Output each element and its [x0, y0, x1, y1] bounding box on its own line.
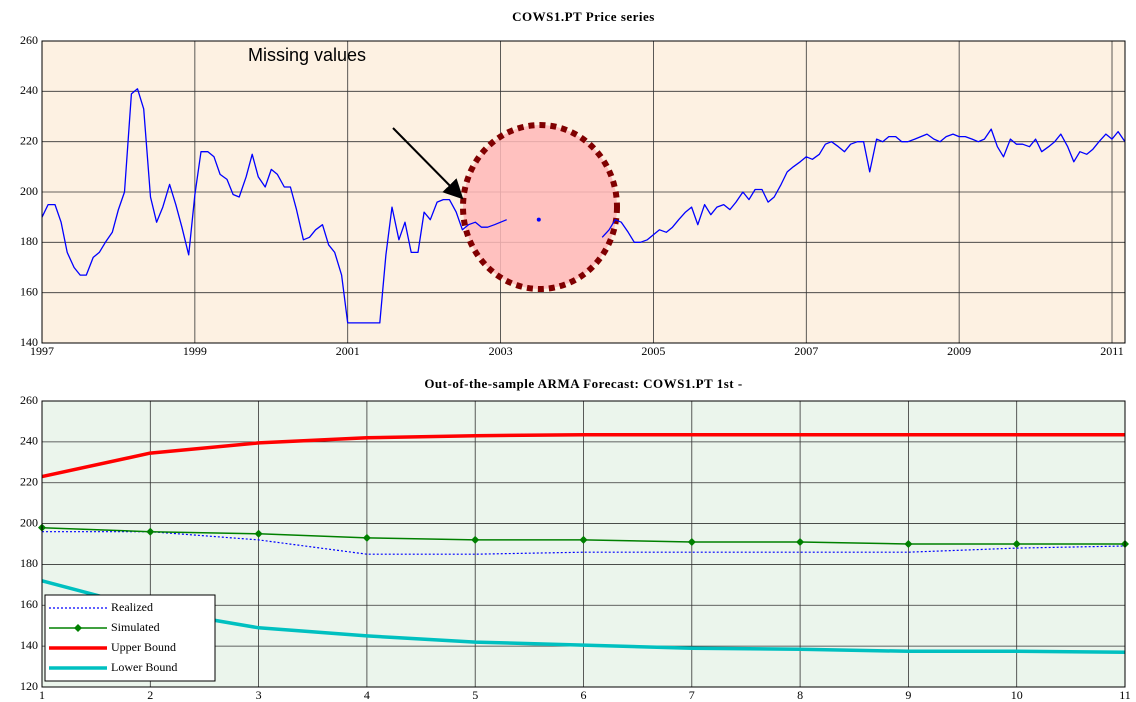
- y-tick-label: 120: [20, 679, 38, 693]
- series-marker: [254, 529, 263, 538]
- series-line: [41, 88, 507, 324]
- y-tick-label: 160: [20, 284, 38, 298]
- y-tick-label: 140: [20, 335, 38, 349]
- chart-title: Out-of-the-sample ARMA Forecast: COWS1.P…: [424, 376, 742, 391]
- x-tick-label: 2003: [489, 344, 513, 358]
- y-tick-label: 180: [20, 556, 38, 570]
- series-marker: [904, 540, 913, 548]
- x-tick-label: 6: [581, 688, 587, 702]
- series-line: [42, 531, 1126, 555]
- series-line: [601, 128, 1126, 243]
- y-tick-label: 240: [20, 83, 38, 97]
- x-tick-label: 9: [905, 688, 911, 702]
- x-tick-label: 3: [256, 688, 262, 702]
- plot-frame: [41, 40, 1126, 344]
- plot-frame: [41, 400, 1126, 688]
- x-tick-label: 1999: [183, 344, 207, 358]
- x-tick-label: 10: [1011, 688, 1023, 702]
- series-marker: [1012, 540, 1021, 548]
- y-tick-label: 260: [20, 33, 38, 47]
- x-tick-label: 4: [364, 688, 370, 702]
- y-tick-label: 140: [20, 638, 38, 652]
- legend-label: Simulated: [111, 620, 160, 634]
- series-marker: [471, 535, 480, 544]
- x-tick-label: 11: [1119, 688, 1131, 702]
- data-point: [536, 217, 541, 222]
- series-line: [41, 579, 1126, 655]
- x-tick-label: 2001: [336, 344, 360, 358]
- series-marker: [579, 535, 588, 544]
- series-marker: [796, 537, 805, 546]
- series-marker: [362, 533, 371, 542]
- y-tick-label: 160: [20, 597, 38, 611]
- missing-highlight: [460, 122, 620, 292]
- x-tick-label: 2005: [641, 344, 665, 358]
- x-tick-label: 2: [147, 688, 153, 702]
- y-tick-label: 180: [20, 234, 38, 248]
- series-line: [41, 432, 1125, 479]
- y-tick-label: 240: [20, 434, 38, 448]
- y-tick-label: 200: [20, 184, 38, 198]
- legend-marker: [74, 624, 82, 632]
- x-tick-label: 2011: [1100, 344, 1124, 358]
- legend-label: Upper Bound: [111, 640, 176, 654]
- y-tick-label: 220: [20, 474, 38, 488]
- y-tick-label: 260: [20, 393, 38, 407]
- series-marker: [687, 537, 696, 546]
- x-tick-label: 2009: [947, 344, 971, 358]
- legend-label: Realized: [111, 600, 153, 614]
- x-tick-label: 5: [472, 688, 478, 702]
- legend-label: Lower Bound: [111, 660, 177, 674]
- annotation: Missing values: [248, 45, 366, 65]
- x-tick-label: 1: [39, 688, 45, 702]
- series-marker: [146, 527, 155, 536]
- y-tick-label: 220: [20, 133, 38, 147]
- y-tick-label: 200: [20, 515, 38, 529]
- x-tick-label: 2007: [794, 344, 818, 358]
- annotation-arrow: [392, 127, 464, 200]
- x-tick-label: 8: [797, 688, 803, 702]
- x-tick-label: 7: [689, 688, 695, 702]
- x-tick-label: 1997: [30, 344, 54, 358]
- chart-title: COWS1.PT Price series: [512, 9, 655, 24]
